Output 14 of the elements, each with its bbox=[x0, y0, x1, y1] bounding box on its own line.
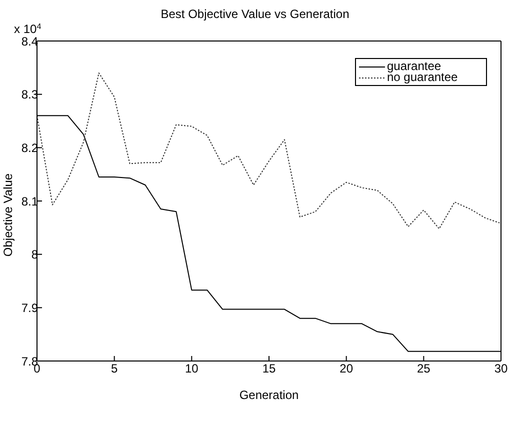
text: x 10$^{4}$ bbox=[14, 22, 42, 36]
x-tick-label: 25 bbox=[416, 362, 431, 376]
x-tick-label: 30 bbox=[494, 362, 508, 376]
x-tick-label: 5 bbox=[110, 362, 118, 376]
x-axis-title: Generation bbox=[239, 388, 299, 402]
x-tick-label: 20 bbox=[340, 362, 354, 376]
y-tick-label: 8.4 bbox=[21, 34, 38, 48]
legend-label: guarantee bbox=[387, 59, 442, 73]
x-tick-label: 15 bbox=[262, 362, 276, 376]
x-tick-label: 10 bbox=[184, 362, 199, 376]
line-series bbox=[37, 72, 501, 230]
y-axis-title: Objective Value bbox=[1, 173, 15, 257]
chart-title: Best Objective Value vs Generation bbox=[160, 7, 350, 21]
y-tick-label: 8.1 bbox=[21, 194, 38, 208]
